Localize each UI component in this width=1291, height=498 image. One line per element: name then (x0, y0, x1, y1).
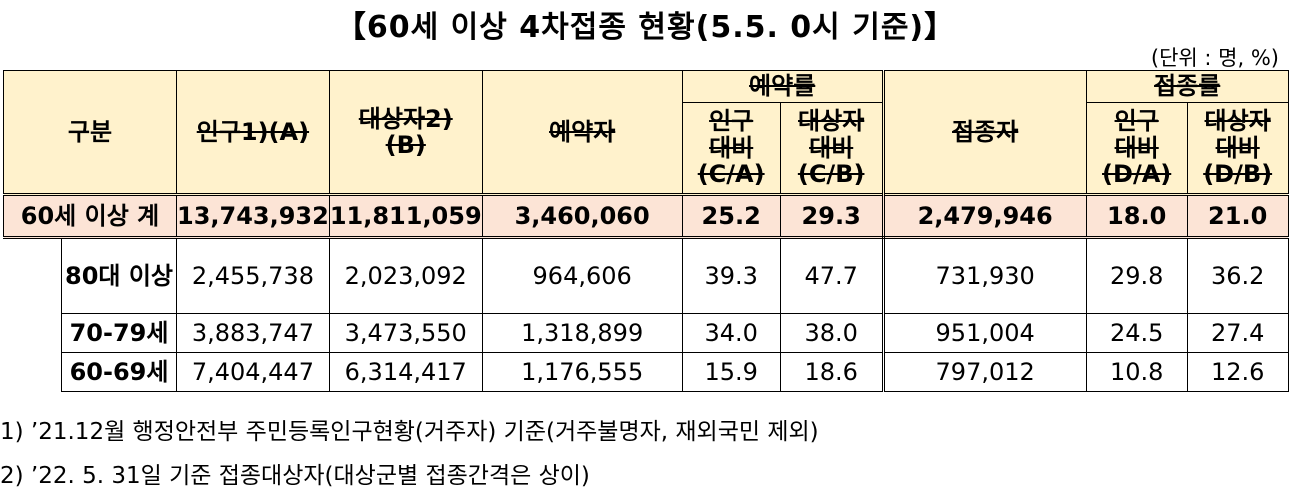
row-vac-rate-target: 12.6 (1186, 352, 1289, 392)
total-res-rate-pop: 25.2 (681, 193, 781, 239)
header-category: 구분 (3, 70, 177, 195)
row-population: 3,883,747 (176, 313, 330, 353)
row-label: 60-69세 (61, 352, 177, 392)
footnote-1: 1) ’21.12월 행정안전부 주민등록인구현황(거주자) 기준(거주불명자,… (0, 419, 819, 445)
row-reserved: 1,318,899 (481, 313, 683, 353)
total-label: 60세 이상 계 (3, 193, 177, 239)
row-vac-rate-pop: 24.5 (1085, 313, 1188, 353)
row-vac-rate-pop: 29.8 (1085, 237, 1188, 314)
unit-label: (단위 : 명, %) (1150, 46, 1279, 70)
total-target: 11,811,059 (328, 193, 483, 239)
footnotes: 1) ’21.12월 행정안전부 주민등록인구현황(거주자) 기준(거주불명자,… (0, 410, 819, 498)
footnote-2: 2) ’22. 5. 31일 기준 접종대상자(대상군별 접종간격은 상이) (0, 463, 590, 489)
header-reservation-rate: 예약률 (681, 70, 885, 103)
row-vaccinated: 731,930 (882, 237, 1087, 314)
row-label: 80대 이상 (61, 237, 177, 314)
row-res-rate-pop: 15.9 (681, 352, 781, 392)
row-target: 2,023,092 (328, 237, 483, 314)
row-target: 3,473,550 (328, 313, 483, 353)
total-vac-rate-target: 21.0 (1186, 193, 1289, 239)
total-res-rate-target: 29.3 (779, 193, 885, 239)
row-reserved: 1,176,555 (481, 352, 683, 392)
table-row: 70-79세 3,883,747 3,473,550 1,318,899 34.… (4, 313, 1289, 353)
header-vac-rate-target: 대상자 대비 (D/B) (1186, 102, 1289, 195)
row-vac-rate-target: 27.4 (1186, 313, 1289, 353)
header-vaccination-rate: 접종률 (1085, 70, 1289, 103)
row-res-rate-target: 38.0 (779, 313, 885, 353)
row-population: 7,404,447 (176, 352, 330, 392)
row-label: 70-79세 (61, 313, 177, 353)
row-vaccinated: 797,012 (882, 352, 1087, 392)
row-res-rate-pop: 34.0 (681, 313, 781, 353)
vaccination-table: 구분 인구1)(A) 대상자2) (B) 예약자 예약률 접종자 접종률 인구 대비… (3, 70, 1289, 392)
row-res-rate-pop: 39.3 (681, 237, 781, 314)
total-vaccinated: 2,479,946 (882, 193, 1087, 239)
table-row: 60-69세 7,404,447 6,314,417 1,176,555 15.… (4, 352, 1289, 392)
indent-spacer (3, 237, 62, 392)
row-reserved: 964,606 (481, 237, 683, 314)
table-row: 80대 이상 2,455,738 2,023,092 964,606 39.3 … (3, 237, 1289, 392)
header-population: 인구1)(A) (176, 70, 330, 195)
total-population: 13,743,932 (176, 193, 330, 239)
row-res-rate-target: 18.6 (779, 352, 885, 392)
row-population: 2,455,738 (176, 237, 330, 314)
row-target: 6,314,417 (328, 352, 483, 392)
header-target: 대상자2) (B) (328, 70, 483, 195)
total-reserved: 3,460,060 (481, 193, 683, 239)
header-vac-rate-pop: 인구 대비 (D/A) (1085, 102, 1188, 195)
header-res-rate-pop: 인구 대비 (C/A) (681, 102, 781, 195)
row-res-rate-target: 47.7 (779, 237, 885, 314)
total-vac-rate-pop: 18.0 (1085, 193, 1188, 239)
header-reserved: 예약자 (481, 70, 683, 195)
row-vac-rate-target: 36.2 (1186, 237, 1289, 314)
header-vaccinated: 접종자 (882, 70, 1087, 195)
row-vaccinated: 951,004 (882, 313, 1087, 353)
total-row: 60세 이상 계 13,743,932 11,811,059 3,460,060… (3, 193, 1289, 239)
page-title: 【60세 이상 4차접종 현황(5.5. 0시 기준)】 (335, 10, 956, 45)
row-vac-rate-pop: 10.8 (1085, 352, 1188, 392)
header-res-rate-target: 대상자 대비 (C/B) (779, 102, 885, 195)
